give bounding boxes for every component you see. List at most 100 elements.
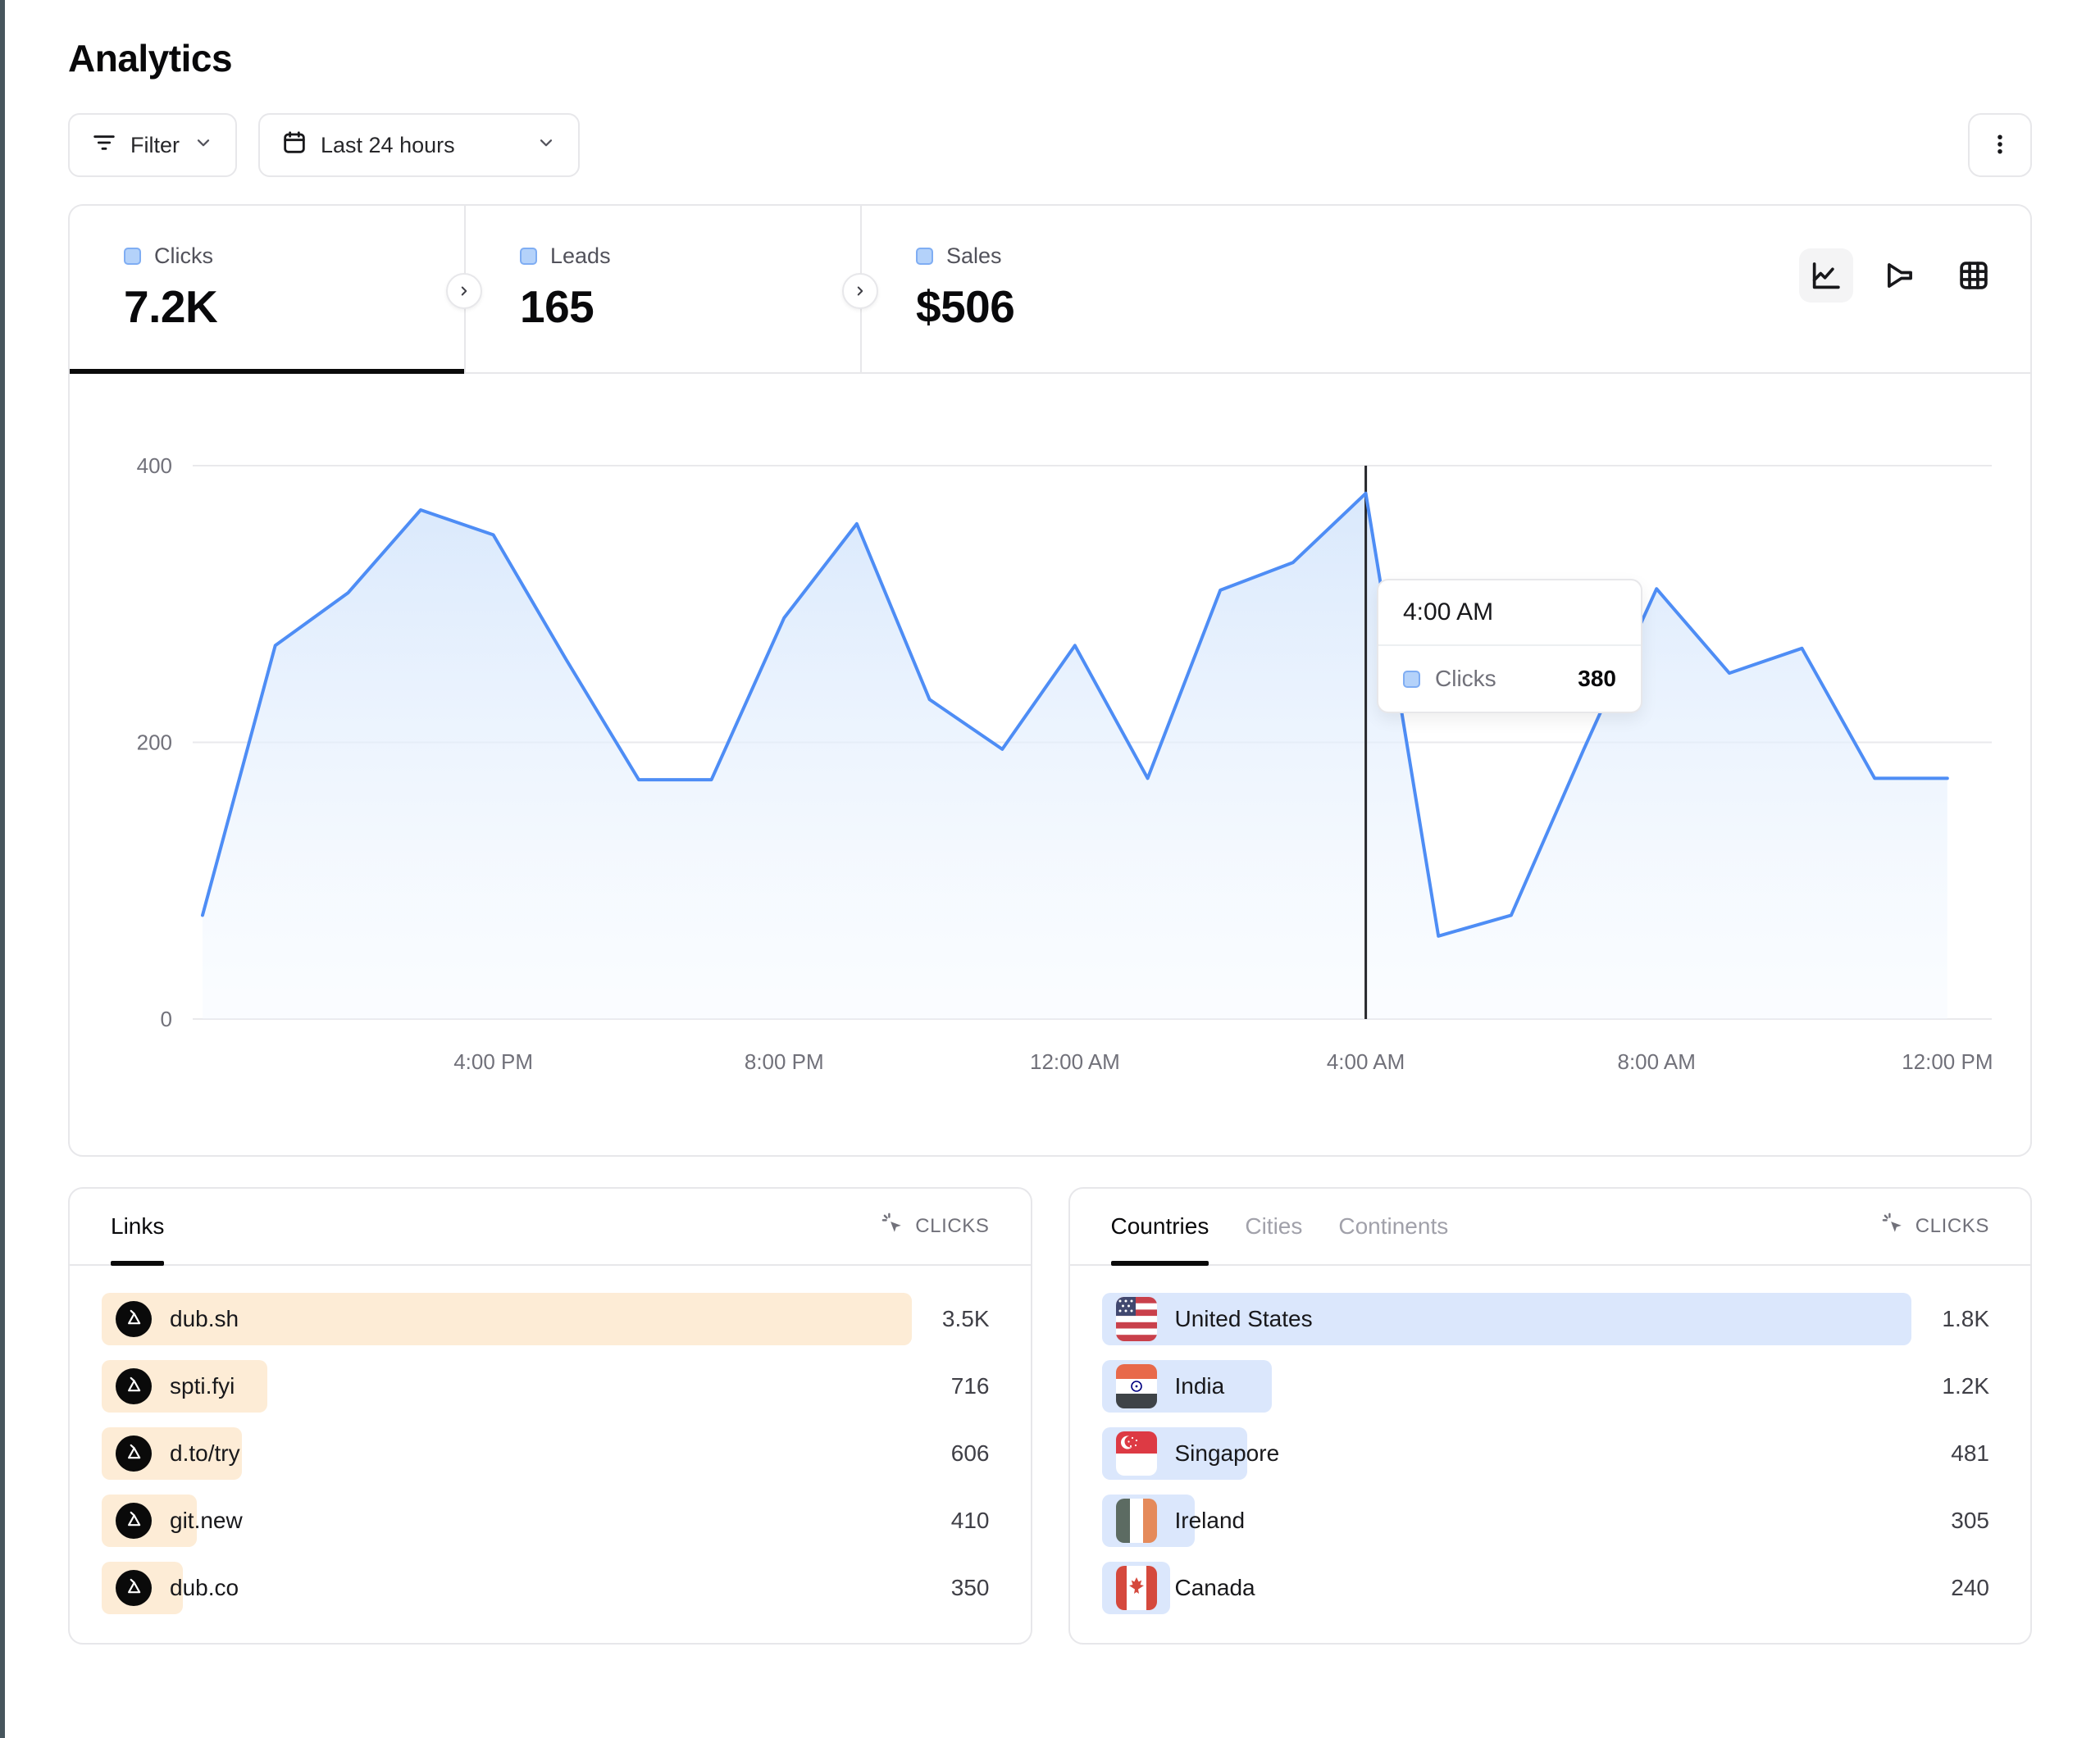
sales-label: Sales — [946, 243, 1002, 268]
row-value: 410 — [950, 1508, 990, 1533]
row-main: spti.fyi — [102, 1368, 235, 1404]
row-label: dub.co — [170, 1575, 239, 1600]
leads-label: Leads — [550, 243, 611, 268]
tab-cities[interactable]: Cities — [1245, 1189, 1302, 1264]
links-metric-label: CLICKS — [915, 1215, 990, 1237]
table-row[interactable]: Canada 240 — [1101, 1554, 1989, 1622]
countries-panel: Countries Cities Continents CLICKS U — [1068, 1187, 2032, 1645]
sales-legend-square — [916, 248, 933, 265]
row-value: 716 — [950, 1373, 990, 1399]
row-value: 606 — [950, 1440, 990, 1466]
tab-links-label: Links — [111, 1213, 165, 1239]
row-label: d.to/try — [170, 1440, 240, 1466]
dub-logo-icon — [116, 1570, 152, 1606]
tab-continents-label: Continents — [1338, 1213, 1449, 1239]
chevron-down-icon — [535, 132, 557, 159]
stats-row: Clicks 7.2K Leads 165 — [70, 206, 2030, 374]
tab-sales[interactable]: Sales $506 — [862, 206, 1258, 372]
leads-value: 165 — [520, 281, 594, 332]
countries-metric-label: CLICKS — [1915, 1215, 1989, 1237]
table-row[interactable]: Ireland 305 — [1101, 1487, 1989, 1554]
table-row[interactable]: dub.sh 3.5K — [102, 1285, 990, 1353]
next-metric-button[interactable] — [842, 273, 878, 309]
svg-text:8:00 AM: 8:00 AM — [1617, 1049, 1695, 1074]
tab-links[interactable]: Links — [111, 1189, 165, 1266]
links-panel: Links CLICKS dub.sh 3.5K spti.fyi 716 d.to/t… — [68, 1187, 1032, 1645]
row-value: 305 — [1951, 1508, 1989, 1533]
row-main: dub.sh — [102, 1301, 239, 1337]
row-main: d.to/try — [102, 1435, 240, 1472]
funnel-view-button[interactable] — [1873, 248, 1927, 303]
sg-flag-icon — [1115, 1431, 1157, 1476]
view-switcher — [1799, 248, 2001, 303]
row-value: 240 — [1951, 1575, 1989, 1600]
svg-text:400: 400 — [137, 453, 172, 478]
date-range-label: Last 24 hours — [321, 132, 455, 157]
date-range-button[interactable]: Last 24 hours — [258, 113, 580, 177]
svg-text:8:00 PM: 8:00 PM — [745, 1049, 824, 1074]
tab-countries-label: Countries — [1110, 1213, 1209, 1239]
row-label: Canada — [1174, 1575, 1255, 1600]
links-rows: dub.sh 3.5K spti.fyi 716 d.to/try 606 git.new 4… — [70, 1266, 1031, 1622]
row-label: United States — [1174, 1306, 1313, 1331]
sales-value: $506 — [916, 281, 1015, 332]
more-options-button[interactable] — [1968, 113, 2032, 177]
ca-flag-icon — [1115, 1566, 1157, 1610]
row-label: spti.fyi — [170, 1373, 235, 1399]
row-value: 350 — [950, 1575, 990, 1600]
dub-logo-icon — [116, 1368, 152, 1404]
leads-legend-square — [520, 248, 537, 265]
table-row[interactable]: d.to/try 606 — [102, 1420, 990, 1487]
links-metric-selector[interactable]: CLICKS — [881, 1212, 989, 1242]
breakdown-panels: Links CLICKS dub.sh 3.5K spti.fyi 716 d.to/t… — [68, 1187, 2032, 1645]
in-flag-icon — [1115, 1364, 1157, 1408]
svg-text:200: 200 — [137, 730, 172, 755]
table-row[interactable]: dub.co 350 — [102, 1554, 990, 1622]
analytics-card: Clicks 7.2K Leads 165 — [68, 204, 2032, 1157]
line-chart-view-button[interactable] — [1799, 248, 1853, 303]
row-main: dub.co — [102, 1570, 239, 1606]
countries-metric-selector[interactable]: CLICKS — [1881, 1212, 1989, 1242]
tab-countries[interactable]: Countries — [1110, 1189, 1209, 1266]
row-value: 481 — [1951, 1440, 1989, 1466]
tooltip-value: 380 — [1578, 666, 1616, 691]
clicks-value: 7.2K — [124, 281, 218, 332]
row-main: Ireland — [1102, 1499, 1245, 1543]
clicks-label: Clicks — [154, 243, 213, 268]
table-view-button[interactable] — [1947, 248, 2001, 303]
row-main: git.new — [102, 1503, 243, 1539]
table-row[interactable]: Singapore 481 — [1101, 1420, 1989, 1487]
tab-continents[interactable]: Continents — [1338, 1189, 1448, 1264]
tooltip-time: 4:00 AM — [1378, 580, 1641, 646]
table-row[interactable]: git.new 410 — [102, 1487, 990, 1554]
ie-flag-icon — [1115, 1499, 1157, 1543]
chart-tooltip: 4:00 AM Clicks 380 — [1377, 579, 1642, 713]
table-row[interactable]: India 1.2K — [1101, 1353, 1989, 1420]
row-value: 1.2K — [1942, 1373, 1989, 1399]
row-label: git.new — [170, 1508, 243, 1533]
row-main: Canada — [1102, 1566, 1255, 1610]
svg-text:4:00 PM: 4:00 PM — [453, 1049, 533, 1074]
us-flag-icon — [1115, 1297, 1157, 1341]
window-edge — [0, 0, 5, 1738]
clicks-area-chart[interactable]: 0 200 400 4:00 PM 8:00 PM 12:00 AM 4:00 AM 8:00… — [70, 374, 2030, 1155]
countries-panel-header: Countries Cities Continents CLICKS — [1069, 1189, 2030, 1266]
countries-rows: United States 1.8K India 1.2K Singapore 481 Ir… — [1070, 1266, 2031, 1622]
tab-clicks[interactable]: Clicks 7.2K — [70, 206, 482, 374]
tab-leads[interactable]: Leads 165 — [466, 206, 878, 372]
table-row[interactable]: United States 1.8K — [1101, 1285, 1989, 1353]
dub-logo-icon — [116, 1435, 152, 1472]
cursor-click-icon — [881, 1212, 905, 1242]
table-row[interactable]: spti.fyi 716 — [102, 1353, 990, 1420]
calendar-icon — [281, 130, 307, 162]
kebab-icon — [1988, 132, 2012, 159]
row-label: Singapore — [1174, 1440, 1280, 1466]
filter-button[interactable]: Filter — [68, 113, 237, 177]
next-metric-button[interactable] — [446, 273, 482, 309]
clicks-legend-square — [124, 248, 141, 265]
row-main: Singapore — [1102, 1431, 1280, 1476]
tooltip-legend-square — [1403, 670, 1420, 688]
page-title: Analytics — [68, 37, 233, 80]
dub-logo-icon — [116, 1301, 152, 1337]
row-label: India — [1174, 1373, 1225, 1399]
